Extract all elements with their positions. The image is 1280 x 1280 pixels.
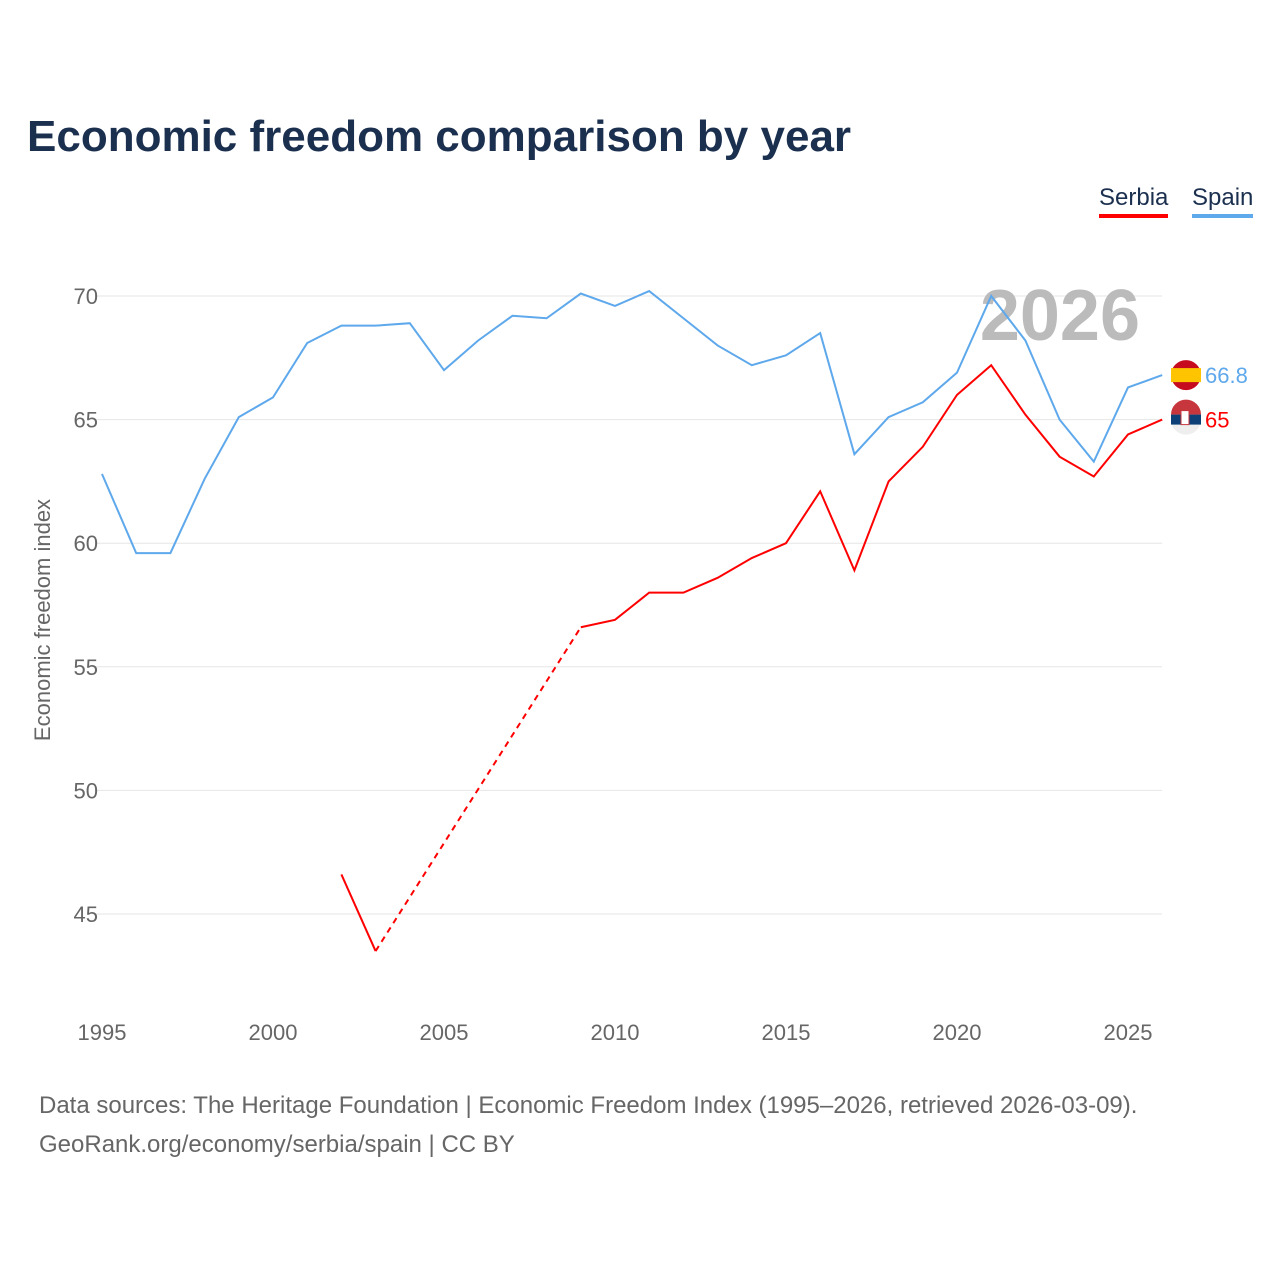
data-source: Data sources: The Heritage Foundation | … — [39, 1092, 1138, 1119]
y-tick-label: 65 — [74, 408, 98, 433]
x-tick-label: 1995 — [78, 1020, 127, 1045]
x-tick-label: 2015 — [762, 1020, 811, 1045]
y-tick-label: 70 — [74, 284, 98, 309]
serbia-line — [580, 363, 1163, 629]
x-tick-label: 2010 — [591, 1020, 640, 1045]
footer: Data sources: The Heritage Foundation | … — [39, 1086, 1137, 1164]
y-axis-label: Economic freedom index — [30, 499, 55, 741]
spain-line — [101, 289, 1163, 555]
legend-serbia[interactable]: Serbia — [1099, 184, 1169, 218]
serbia-end-label: 65 — [1205, 408, 1229, 433]
serbia-flag-coat — [1180, 410, 1190, 426]
chart-title: Economic freedom comparison by year — [27, 112, 852, 161]
spain-end-label: 66.8 — [1205, 363, 1248, 388]
serbia-gap-line — [374, 626, 582, 952]
x-tick-label: 2020 — [933, 1020, 982, 1045]
x-tick-label: 2000 — [249, 1020, 298, 1045]
serbia-line — [340, 874, 377, 952]
serbia-flag-red — [1171, 399, 1201, 415]
x-tick-label: 2025 — [1104, 1020, 1153, 1045]
y-tick-label: 45 — [74, 902, 98, 927]
year-watermark: 2026 — [980, 276, 1140, 356]
y-tick-label: 60 — [74, 531, 98, 556]
spain-flag-stripe — [1171, 368, 1201, 383]
x-tick-label: 2005 — [420, 1020, 469, 1045]
y-tick-label: 50 — [74, 778, 98, 803]
y-tick-label: 55 — [74, 655, 98, 680]
legend-spain[interactable]: Spain — [1192, 184, 1254, 218]
source-link[interactable]: GeoRank.org/economy/serbia/spain | CC BY — [39, 1131, 515, 1158]
